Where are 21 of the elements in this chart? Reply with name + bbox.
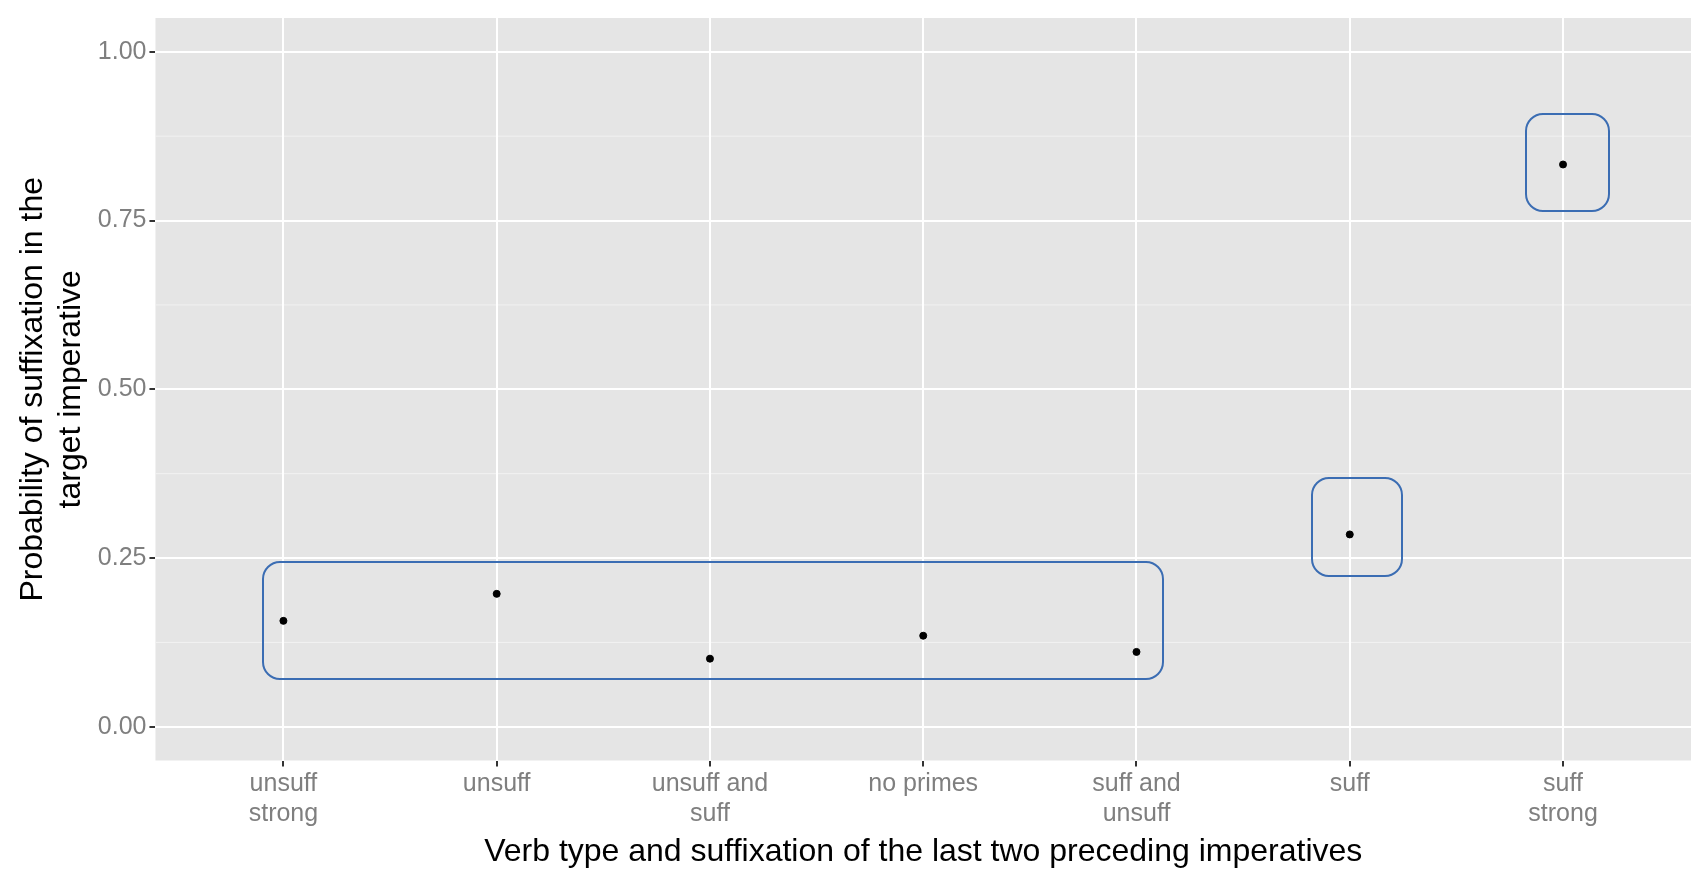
x-tick-label: unsuff strong xyxy=(248,768,319,827)
y-tick-label: 0.00 xyxy=(97,710,147,739)
x-axis-title: Verb type and suffixation of the last two preceding imperatives xyxy=(484,831,1363,868)
point xyxy=(1132,647,1141,656)
point xyxy=(705,654,714,663)
x-tick-label: suff xyxy=(1329,768,1370,797)
y-tick-label: 0.25 xyxy=(97,541,147,570)
point xyxy=(1345,530,1354,539)
y-axis-title: Probability of suffixation in the target imperative xyxy=(13,177,88,602)
point xyxy=(492,589,501,598)
x-tick-label: unsuff and suff xyxy=(651,768,769,827)
y-tick-label: 1.00 xyxy=(97,35,147,64)
x-tick-label: suff and unsuff xyxy=(1092,768,1181,827)
point xyxy=(919,631,928,640)
y-tick-label: 0.50 xyxy=(97,373,147,402)
x-tick-label: unsuff xyxy=(462,768,531,797)
point xyxy=(279,616,288,625)
x-tick-label: suff strong xyxy=(1528,768,1598,827)
point xyxy=(1559,160,1568,169)
y-tick-label: 0.75 xyxy=(97,204,147,233)
x-tick-label: no primes xyxy=(868,768,979,797)
